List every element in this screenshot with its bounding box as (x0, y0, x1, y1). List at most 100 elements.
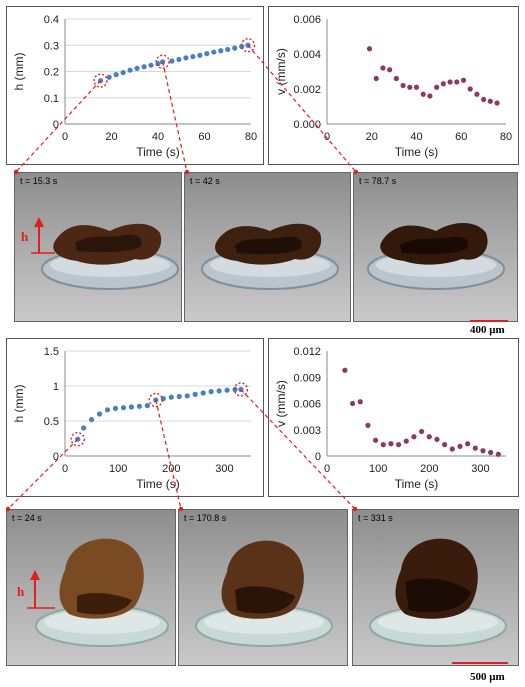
top-image-2: t = 42 s (184, 172, 351, 322)
bottom-image-3-time-label: t = 331 s (358, 513, 393, 523)
bottom-image-1-time-label: t = 24 s (12, 513, 42, 523)
bottom-h-marker: h (17, 584, 25, 599)
x-tick-label: 100 (369, 463, 387, 475)
x-tick-label: 200 (162, 463, 180, 475)
bottom-image-2: t = 170.8 s (178, 509, 348, 666)
data-point (480, 448, 486, 454)
data-point (176, 56, 182, 63)
data-point (169, 58, 175, 64)
data-point (396, 442, 402, 448)
x-tick-label: 200 (420, 463, 438, 475)
x-tick-label: 100 (109, 463, 127, 475)
data-point (495, 451, 501, 457)
x-tick-label: 60 (455, 131, 467, 143)
data-point (128, 404, 135, 410)
data-point (144, 403, 150, 409)
data-point (427, 93, 433, 99)
y-tick-label: 0.4 (44, 14, 59, 26)
data-point (112, 405, 119, 411)
x-tick-label: 40 (410, 131, 422, 143)
data-point (141, 64, 147, 70)
data-point (465, 441, 471, 447)
data-point (487, 98, 493, 104)
data-point (245, 42, 251, 48)
data-point (232, 386, 238, 393)
data-point (434, 436, 440, 442)
data-point (160, 59, 166, 65)
data-point (387, 67, 393, 73)
top-image-3-time-label: t = 78.7 s (359, 176, 397, 186)
data-point (419, 428, 425, 435)
data-point (81, 425, 87, 431)
data-point (457, 443, 463, 449)
x-axis-label: Time (s) (136, 145, 180, 159)
data-point (190, 53, 196, 60)
x-axis-label: Time (s) (395, 477, 439, 491)
data-point (238, 386, 244, 393)
data-point (393, 75, 399, 82)
top-image-2-time-label: t = 42 s (190, 176, 220, 186)
data-point (208, 389, 214, 395)
data-point (168, 394, 174, 400)
data-point (232, 45, 238, 51)
y-tick-label: 0.004 (293, 49, 321, 61)
data-point (211, 49, 217, 55)
x-axis-label: Time (s) (395, 145, 439, 159)
x-tick-label: 80 (500, 131, 512, 143)
data-point (474, 91, 480, 97)
data-point (454, 79, 460, 85)
y-tick-label: 1 (53, 381, 59, 393)
y-tick-label: 0.009 (293, 372, 321, 384)
y-tick-label: 0.5 (44, 416, 59, 428)
data-point (380, 65, 386, 71)
x-axis-label: Time (s) (136, 477, 180, 491)
x-tick-label: 0 (324, 131, 330, 143)
data-point (349, 400, 356, 407)
y-tick-label: 0.1 (44, 93, 59, 105)
y-tick-label: 0.006 (293, 399, 321, 411)
data-point (153, 397, 159, 403)
data-point (96, 411, 103, 417)
top-droplet-1: h (21, 217, 179, 290)
x-tick-label: 300 (215, 463, 233, 475)
data-point (183, 55, 189, 61)
data-point (449, 446, 455, 452)
top-v-chart-panel: 0.000 0.002 0.004 0.006 0 20 40 60 80 Time (s) v (… (268, 6, 519, 165)
data-point (494, 100, 500, 106)
data-point (75, 436, 81, 442)
top-droplet-3 (367, 223, 505, 290)
bottom-h-chart-panel: 0 0.5 1 1.5 0 100 200 300 Time (s) h (mm) (6, 338, 264, 497)
top-h-marker: h (21, 229, 29, 244)
data-point (365, 422, 371, 428)
x-tick-label: 0 (324, 463, 330, 475)
data-point (426, 434, 432, 440)
data-point (372, 437, 379, 443)
data-point (447, 79, 453, 85)
data-point (442, 442, 448, 448)
y-tick-label: 0.012 (293, 346, 321, 358)
top-droplet-2 (201, 223, 339, 290)
y-tick-label: 0 (53, 451, 59, 463)
top-v-chart: 0.000 0.002 0.004 0.006 0 20 40 60 80 Time (s) v (… (274, 14, 512, 159)
data-point (148, 62, 154, 68)
data-point (216, 388, 222, 394)
data-point (88, 417, 95, 423)
data-point (192, 391, 198, 397)
data-point (403, 438, 409, 444)
top-image-1-time-label: t = 15.3 s (20, 176, 58, 186)
y-axis-label: h (mm) (12, 53, 26, 91)
data-point (204, 51, 210, 57)
data-point (127, 67, 133, 73)
data-point (411, 434, 417, 440)
y-axis-label: h (mm) (12, 385, 26, 423)
data-point (104, 407, 111, 413)
data-point (373, 75, 379, 82)
data-point (106, 74, 112, 80)
top-h-chart-panel: 0 0.1 0.2 0.3 0.4 0 20 40 60 80 Time (s) h (mm) (6, 6, 264, 165)
data-point (413, 84, 420, 90)
data-point (467, 86, 473, 92)
data-point (184, 393, 190, 399)
y-axis-label: v (mm/s) (274, 380, 288, 427)
data-point (472, 445, 478, 451)
bottom-image-2-time-label: t = 170.8 s (184, 513, 227, 523)
